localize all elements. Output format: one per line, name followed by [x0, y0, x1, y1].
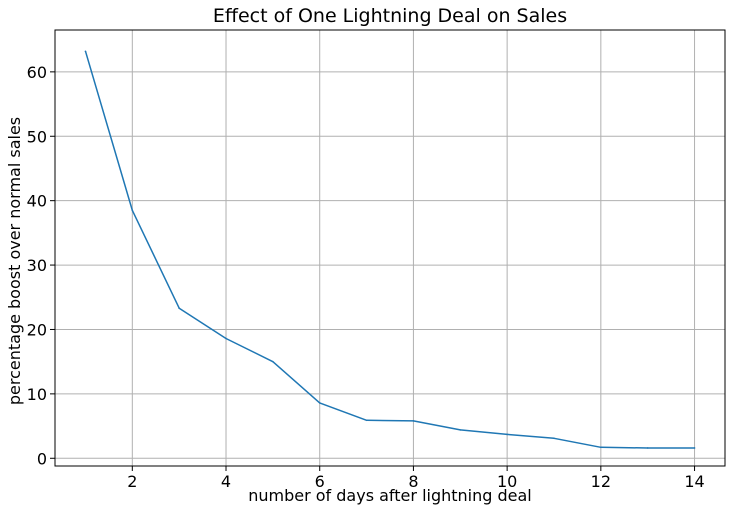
data-point	[178, 307, 180, 310]
data-point	[84, 50, 87, 53]
data-point	[693, 447, 696, 449]
data-point	[506, 433, 508, 436]
y-tick-label: 30	[27, 256, 47, 275]
series-line	[84, 51, 695, 449]
data-point	[600, 446, 602, 449]
data-point	[365, 419, 368, 422]
plot-frame	[54, 29, 726, 467]
x-tick-label: 8	[408, 472, 418, 491]
x-tick-label: 2	[127, 472, 137, 491]
x-tick-label: 10	[497, 472, 517, 491]
data-point	[459, 429, 462, 431]
y-tick-label: 0	[37, 449, 47, 468]
data-point	[412, 420, 415, 422]
data-point	[225, 337, 227, 340]
x-axis-label: number of days after lightning deal	[248, 486, 532, 505]
y-tick-label: 20	[27, 320, 47, 339]
y-axis-label: percentage boost over normal sales	[5, 117, 24, 405]
grid	[55, 30, 725, 466]
x-tick-label: 4	[221, 472, 231, 491]
y-tick-label: 40	[27, 192, 47, 211]
y-axis-ticks: 0 10 20 30 40 50 60	[27, 63, 55, 468]
data-point	[131, 209, 134, 212]
series-layer	[84, 50, 696, 449]
y-tick-label: 10	[27, 385, 47, 404]
x-tick-label: 14	[684, 472, 704, 491]
x-tick-label: 12	[591, 472, 611, 491]
x-axis-ticks: 2 4 6 8 10 12 14	[127, 466, 705, 491]
x-tick-label: 6	[315, 472, 325, 491]
chart-title: Effect of One Lightning Deal on Sales	[213, 5, 567, 27]
data-point	[272, 360, 274, 363]
y-tick-label: 60	[27, 63, 47, 82]
data-point	[553, 437, 555, 440]
y-tick-label: 50	[27, 127, 47, 146]
data-point	[646, 447, 649, 449]
data-point	[318, 402, 321, 404]
